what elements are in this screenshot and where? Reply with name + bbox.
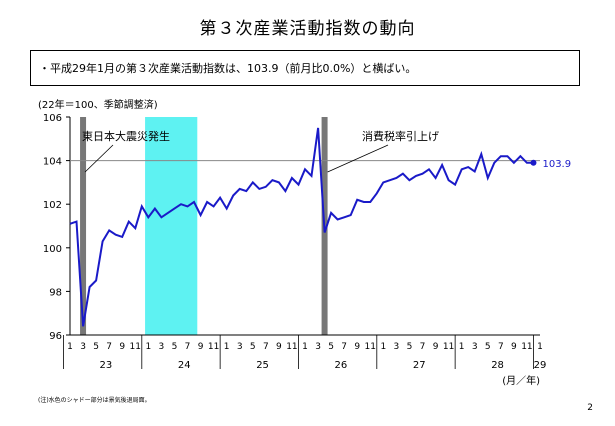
- x-tick-label: 7: [263, 342, 269, 352]
- year-label: 25: [256, 360, 269, 371]
- x-tick-label: 7: [420, 342, 426, 352]
- page-number: 2: [587, 403, 593, 413]
- last-point-marker: [530, 159, 537, 166]
- year-label: 27: [413, 360, 426, 371]
- x-tick-label: 1: [67, 342, 73, 352]
- x-tick-label: 9: [354, 342, 360, 352]
- x-tick-label: 11: [521, 342, 532, 352]
- series-line: [69, 127, 534, 327]
- x-tick-label: 9: [198, 342, 204, 352]
- y-tick-label: 104: [43, 157, 62, 168]
- y-tick-label: 98: [49, 287, 62, 298]
- x-tick-label: 5: [172, 342, 178, 352]
- x-tick-label: 9: [119, 342, 125, 352]
- footnote: (注)水色のシャドー部分は景気後退局面。: [38, 397, 151, 404]
- x-tick-label: 5: [485, 342, 491, 352]
- year-label: 23: [100, 360, 113, 371]
- x-tick-label: 9: [511, 342, 517, 352]
- x-tick-label: 7: [106, 342, 112, 352]
- x-tick-label: 3: [237, 342, 243, 352]
- annotation-tax: 消費税率引上げ: [362, 129, 439, 143]
- x-tick-label: 1: [380, 342, 386, 352]
- x-tick-label: 1: [459, 342, 465, 352]
- x-tick-label: 1: [224, 342, 230, 352]
- x-tick-label: 11: [208, 342, 219, 352]
- x-tick-label: 5: [250, 342, 256, 352]
- x-tick-label: 5: [407, 342, 413, 352]
- y-tick-label: 106: [43, 113, 62, 124]
- year-label: 24: [178, 360, 191, 371]
- y-tick-label: 96: [49, 331, 62, 342]
- x-tick-label: 3: [315, 342, 321, 352]
- x-tick-label: 3: [394, 342, 400, 352]
- x-tick-label: 11: [443, 342, 454, 352]
- x-tick-label: 3: [80, 342, 86, 352]
- annotation-earthquake: 東日本大震災発生: [82, 129, 170, 143]
- x-tick-label: 5: [93, 342, 99, 352]
- x-tick-label: 1: [302, 342, 308, 352]
- x-tick-label: 11: [130, 342, 141, 352]
- event-bar: [80, 117, 87, 335]
- x-tick-label: 7: [341, 342, 347, 352]
- x-unit-label: (月／年): [502, 374, 540, 387]
- x-tick-label: 7: [185, 342, 191, 352]
- x-tick-label: 3: [159, 342, 165, 352]
- x-tick-label: 9: [433, 342, 439, 352]
- year-label: 26: [335, 360, 348, 371]
- y-tick-label: 102: [43, 200, 62, 211]
- unit-note: (22年＝100、季節調整済): [38, 98, 158, 111]
- x-tick-label: 3: [472, 342, 478, 352]
- x-tick-label: 9: [276, 342, 282, 352]
- x-tick-label: 1: [537, 342, 543, 352]
- year-label: 28: [491, 360, 504, 371]
- annotation-leader: [84, 144, 114, 173]
- summary-box: ・平成29年1月の第３次産業活動指数は、103.9（前月比0.0%）と横ばい。: [30, 50, 580, 86]
- x-tick-label: 5: [328, 342, 334, 352]
- x-tick-label: 1: [145, 342, 151, 352]
- last-value-label: 103.9: [542, 159, 571, 170]
- x-tick-label: 11: [286, 342, 297, 352]
- year-label: 29: [534, 360, 547, 371]
- page-title: 第３次産業活動指数の動向: [199, 19, 416, 39]
- x-tick-label: 11: [365, 342, 376, 352]
- recession-shade: [145, 117, 198, 335]
- y-tick-label: 100: [43, 244, 62, 255]
- x-tick-label: 7: [498, 342, 504, 352]
- annotation-leader: [327, 144, 389, 173]
